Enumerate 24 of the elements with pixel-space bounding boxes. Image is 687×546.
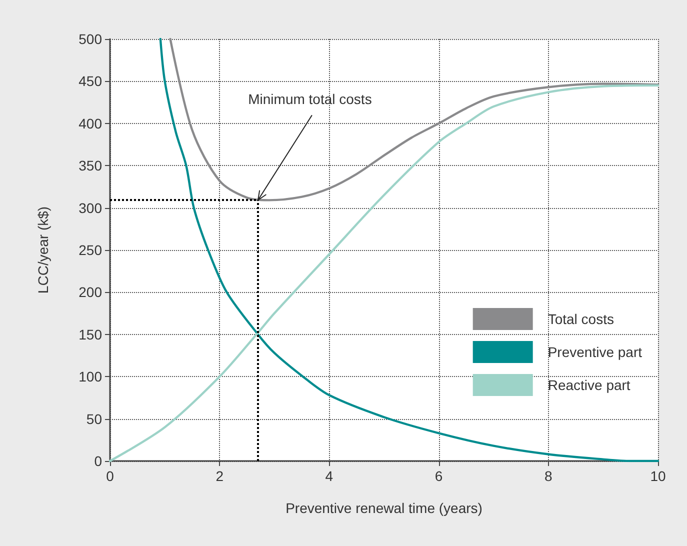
x-tick-label: 4 <box>325 468 334 484</box>
legend-label: Total costs <box>548 311 614 327</box>
x-tick-label: 2 <box>216 468 224 484</box>
legend-label: Preventive part <box>548 344 642 360</box>
y-axis-title: LCC/year (k$) <box>35 206 51 294</box>
x-axis-title: Preventive renewal time (years) <box>286 500 482 516</box>
x-tick-label: 10 <box>650 468 666 484</box>
y-tick-label: 150 <box>78 326 102 342</box>
legend-label: Reactive part <box>548 377 630 393</box>
annotation: Minimum total costs <box>248 91 372 108</box>
x-tick-label: 8 <box>544 468 552 484</box>
y-tick-label: 250 <box>78 242 102 258</box>
y-tick-label: 100 <box>78 368 102 385</box>
y-tick-label: 500 <box>78 31 102 47</box>
y-tick-label: 0 <box>94 453 102 469</box>
y-tick-label: 400 <box>78 115 102 132</box>
y-tick-label: 350 <box>78 158 102 174</box>
x-tick-label: 0 <box>106 468 114 484</box>
y-tick-label: 50 <box>86 410 102 427</box>
x-tick-label: 6 <box>434 468 443 484</box>
line-series <box>169 38 660 202</box>
y-tick-label: 200 <box>78 284 102 300</box>
y-tick-label: 450 <box>78 73 102 90</box>
y-tick-label: 300 <box>78 200 102 216</box>
